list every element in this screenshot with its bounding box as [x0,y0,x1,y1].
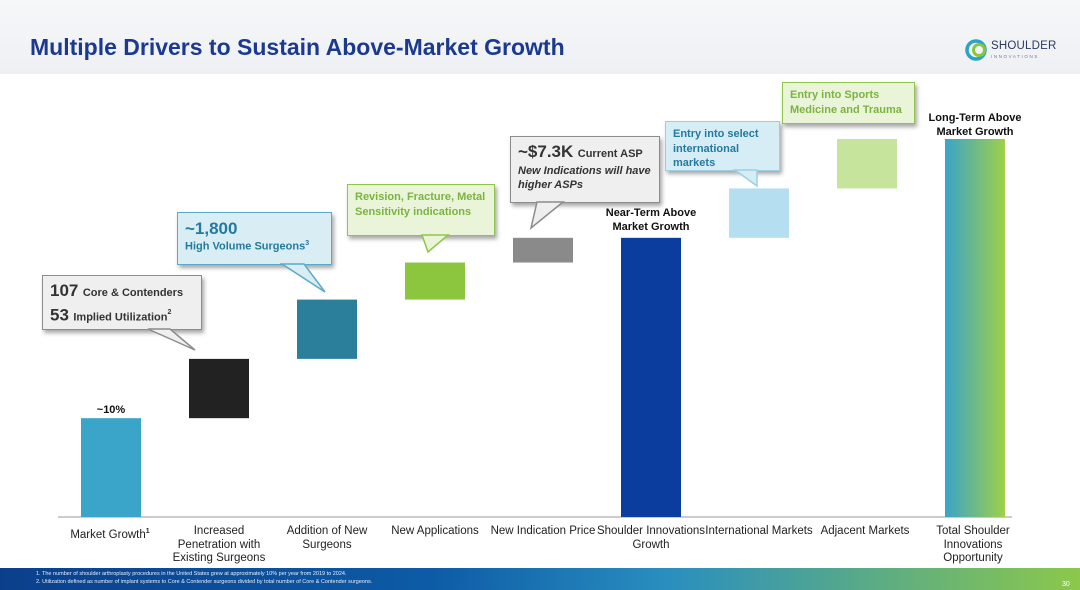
callout-core-contenders: 107 Core & Contenders 53 Implied Utiliza… [42,275,202,330]
callout-asp: ~$7.3K Current ASP New Indications will … [510,136,660,203]
category-label-0: Market Growth1 [70,528,150,541]
callout-international: Entry into select international markets [665,121,780,171]
bar-6 [621,237,681,517]
bar-4 [405,262,465,300]
category-label-5: Shoulder Innovations Growth [596,525,706,551]
page-title: Multiple Drivers to Sustain Above-Market… [30,34,565,60]
callout-core-tail [147,328,196,351]
long-term-label: Long-Term Above Market Growth [928,112,1022,138]
bar-2 [189,358,249,419]
near-term-label: Near-Term Above Market Growth [605,207,697,233]
page-number: 30 [1062,581,1070,588]
category-label-6: International Markets [705,525,813,537]
bar-7 [729,188,789,238]
footer-band: 1. The number of shoulder arthroplasty p… [0,568,1080,590]
category-label-4: New Indication Price [490,525,596,537]
market-growth-value-label: ~10% [96,404,126,416]
bar-9 [945,139,1005,517]
logo-sub: INNOVATIONS [991,54,1039,59]
category-label-1: Increased Penetration with Existing Surg… [172,525,266,564]
header-band: Multiple Drivers to Sustain Above-Market… [0,0,1080,74]
category-label-2: Addition of New Surgeons [286,525,368,551]
bar-5 [513,237,573,263]
callout-international-tail [733,169,758,188]
category-label-7: Adjacent Markets [820,525,910,537]
logo-mark-icon [965,39,987,61]
callout-surgeons-tail [280,263,326,293]
logo: SHOULDER INNOVATIONS [965,38,1065,64]
callout-revision: Revision, Fracture, Metal Sensitivity in… [347,184,495,236]
footnote-2: 2. Utilization defined as number of impl… [36,579,373,585]
footnote-1: 1. The number of shoulder arthroplasty p… [36,571,347,577]
bar-3 [297,299,357,359]
callout-sports: Entry into Sports Medicine and Trauma [782,82,915,124]
bar-8 [837,139,897,189]
callout-surgeons: ~1,800 High Volume Surgeons3 [177,212,332,265]
bar-1 [81,418,141,517]
callout-asp-tail [529,201,566,230]
category-label-8: Total Shoulder Innovations Opportunity [936,525,1010,564]
category-label-3: New Applications [391,525,479,537]
logo-name: SHOULDER [991,40,1057,52]
callout-revision-tail [420,234,451,254]
